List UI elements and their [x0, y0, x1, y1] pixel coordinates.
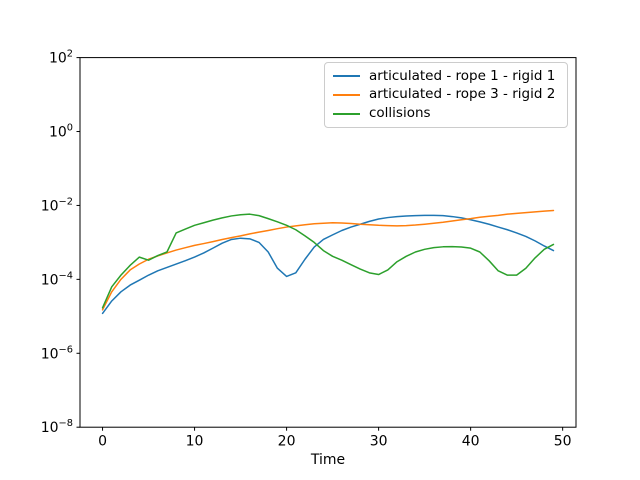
y-tick-label: 100 — [49, 123, 73, 141]
plot-border — [79, 57, 577, 428]
legend: articulated - rope 1 - rigid 1 articulat… — [324, 62, 568, 128]
legend-line-swatch-series-2 — [333, 93, 360, 96]
series-line-2 — [101, 209, 555, 311]
legend-label: articulated - rope 3 - rigid 2 — [369, 86, 556, 103]
x-tick-label: 30 — [370, 434, 388, 450]
legend-item: articulated - rope 1 - rigid 1 — [333, 67, 559, 84]
y-tick-label: 10−2 — [41, 196, 73, 214]
x-tick-label: 50 — [554, 434, 572, 450]
legend-item: collisions — [333, 104, 559, 121]
x-axis-label: Time — [310, 452, 345, 468]
x-tick-label: 20 — [278, 434, 296, 450]
x-tick-label: 0 — [98, 434, 107, 450]
y-tick-label: 10−8 — [41, 418, 73, 436]
x-tick-label: 10 — [186, 434, 204, 450]
y-tick-label: 10−6 — [41, 344, 73, 362]
legend-item: articulated - rope 3 - rigid 2 — [333, 88, 559, 102]
series-line-1 — [101, 214, 555, 315]
y-tick-label: 10−4 — [41, 270, 73, 288]
y-tick-label: 102 — [49, 49, 73, 67]
series-line-3 — [101, 213, 555, 309]
x-tick-label: 40 — [462, 434, 480, 450]
legend-label: articulated - rope 1 - rigid 1 — [369, 67, 556, 84]
legend-line-swatch-series-3 — [333, 112, 360, 115]
legend-label: collisions — [369, 104, 431, 121]
legend-line-swatch-series-1 — [333, 75, 360, 78]
